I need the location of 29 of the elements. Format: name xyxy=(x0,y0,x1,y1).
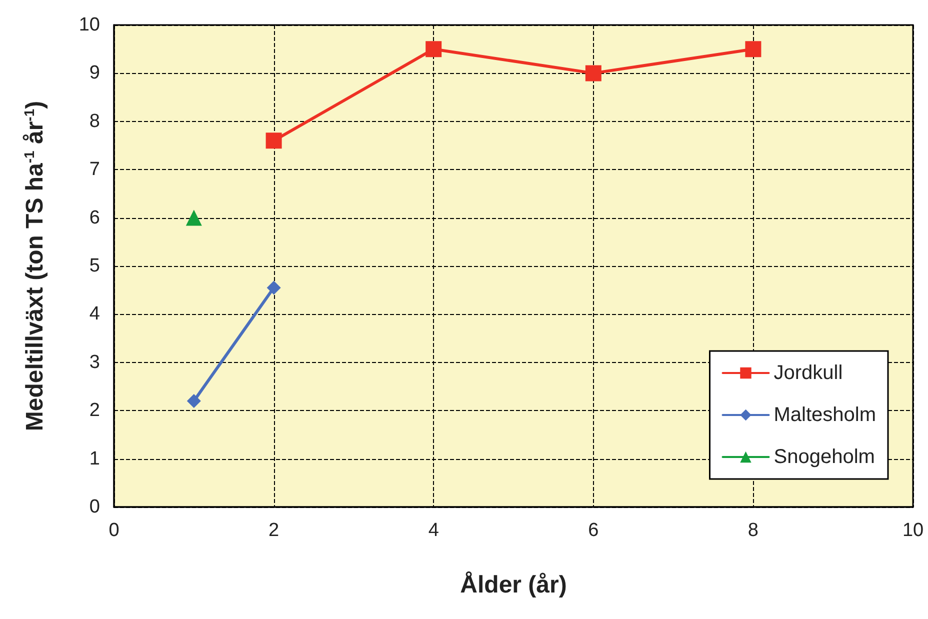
point xyxy=(426,41,442,58)
y-tick-label: 7 xyxy=(89,159,100,180)
point xyxy=(266,132,282,149)
y-tick-label: 10 xyxy=(78,14,100,36)
x-tick-label: 8 xyxy=(748,520,758,541)
x-tick-label: 4 xyxy=(428,520,440,541)
y-tick-label: 1 xyxy=(89,448,100,470)
point xyxy=(585,65,602,82)
x-tick-label: 10 xyxy=(902,520,924,541)
y-tick-label: 5 xyxy=(89,256,100,276)
legend-label: Snogeholm xyxy=(774,446,875,468)
x-tick-label: 6 xyxy=(588,520,599,541)
legend-label: Maltesholm xyxy=(774,404,876,426)
y-tick-label: 3 xyxy=(89,352,100,373)
y-tick-label: 8 xyxy=(89,110,100,132)
y-tick-label: 0 xyxy=(89,496,100,518)
point xyxy=(186,394,201,408)
point xyxy=(745,41,762,58)
y-tick-label: 6 xyxy=(89,207,100,228)
point xyxy=(186,210,202,226)
y-tick-label: 4 xyxy=(89,304,100,325)
y-tick-label: 9 xyxy=(89,62,100,84)
x-tick-label: 0 xyxy=(108,520,120,541)
legend-label: Jordkull xyxy=(774,362,843,384)
x-tick-label: 2 xyxy=(268,520,280,541)
point xyxy=(266,280,281,295)
x-axis-title: Ålder (år) xyxy=(460,570,567,598)
y-axis-title: Medeltillväxt (ton TS ha-1 år-1) xyxy=(21,100,48,432)
y-tick-label: 2 xyxy=(89,400,100,422)
